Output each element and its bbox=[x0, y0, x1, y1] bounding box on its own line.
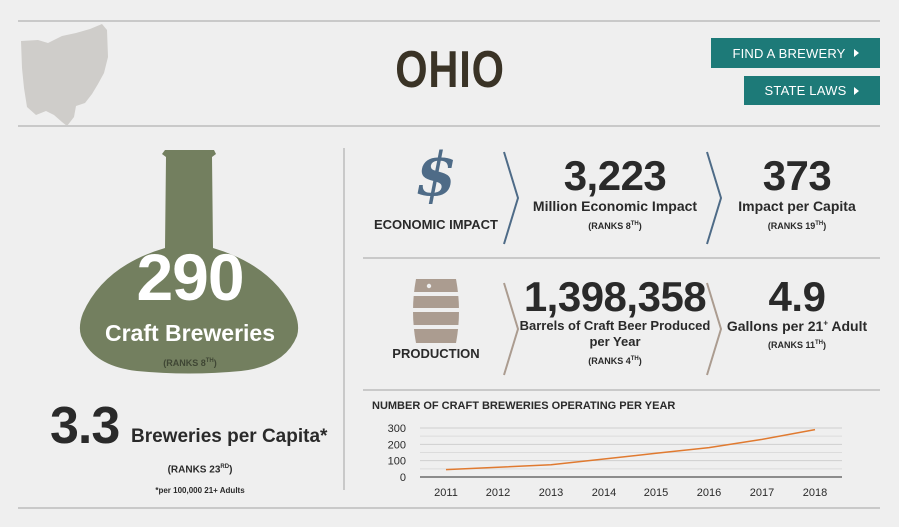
per-capita-label: Breweries per Capita* bbox=[131, 426, 328, 447]
header-rule bbox=[18, 125, 880, 127]
chevron-right-icon bbox=[503, 282, 520, 376]
barrels-value: 1,398,358 bbox=[523, 273, 707, 320]
top-rule bbox=[18, 20, 880, 22]
chart-title: NUMBER OF CRAFT BREWERIES OPERATING PER … bbox=[372, 400, 676, 412]
impact-per-capita-label: Impact per Capita bbox=[738, 198, 856, 214]
per-capita-footnote: *per 100,000 21+ Adults bbox=[155, 486, 245, 495]
brewery-rank: (RANKS 8TH) bbox=[163, 358, 217, 368]
state-name: OHIO bbox=[395, 41, 505, 99]
gallons-rank: (RANKS 11TH) bbox=[767, 340, 826, 350]
gallons-value: 4.9 bbox=[768, 273, 826, 320]
barrels-label: Barrels of Craft Beer Produced per Year bbox=[519, 318, 711, 349]
brewery-label: Craft Breweries bbox=[104, 320, 276, 346]
production-rule bbox=[363, 389, 880, 391]
chevron-right-icon bbox=[503, 151, 520, 245]
production-category: PRODUCTION bbox=[392, 346, 480, 361]
impact-per-capita-value: 373 bbox=[762, 152, 832, 199]
y-tick-label: 300 bbox=[388, 423, 406, 435]
barrels-rank: (RANKS 4TH) bbox=[588, 356, 642, 366]
impact-per-capita-rank: (RANKS 19TH) bbox=[767, 221, 827, 231]
x-tick-label: 2014 bbox=[592, 487, 616, 499]
x-tick-label: 2017 bbox=[750, 487, 774, 499]
dollar-icon: $ bbox=[415, 140, 457, 210]
bottom-rule bbox=[18, 507, 880, 509]
economic-impact-label: Million Economic Impact bbox=[532, 198, 698, 214]
state-laws-label: STATE LAWS bbox=[764, 83, 847, 98]
column-divider bbox=[343, 148, 345, 490]
economic-impact-value: 3,223 bbox=[563, 152, 667, 199]
x-tick-label: 2018 bbox=[803, 487, 827, 499]
ohio-map-icon bbox=[21, 24, 108, 126]
x-tick-label: 2015 bbox=[644, 487, 668, 499]
x-tick-label: 2013 bbox=[539, 487, 563, 499]
per-capita-value: 3.3 bbox=[50, 397, 120, 455]
x-tick-label: 2011 bbox=[434, 487, 458, 499]
y-tick-label: 0 bbox=[400, 472, 406, 484]
find-brewery-label: FIND A BREWERY bbox=[732, 45, 846, 61]
economic-impact-rank: (RANKS 8TH) bbox=[588, 221, 642, 231]
state-laws-button[interactable]: STATE LAWS bbox=[744, 76, 880, 105]
economic-rule bbox=[363, 257, 880, 259]
find-brewery-button[interactable]: FIND A BREWERY bbox=[711, 38, 880, 68]
per-capita-rank: (RANKS 23RD) bbox=[167, 464, 233, 476]
brewery-count: 290 bbox=[136, 240, 244, 314]
y-tick-label: 200 bbox=[388, 439, 406, 451]
barrel-icon bbox=[411, 279, 461, 343]
bottle-icon bbox=[79, 150, 299, 374]
series-line bbox=[445, 428, 816, 471]
gallons-label: Gallons per 21+ Adult bbox=[726, 318, 868, 334]
chevron-right-icon bbox=[853, 49, 859, 57]
economic-category: ECONOMIC IMPACT bbox=[374, 217, 498, 232]
breweries-per-year-chart: 0 100 200 300 2011 2012 2013 2014 2015 2016 2017 20… bbox=[388, 423, 842, 499]
x-tick-label: 2016 bbox=[697, 487, 721, 499]
chevron-right-icon bbox=[706, 282, 723, 376]
x-tick-label: 2012 bbox=[486, 487, 510, 499]
chevron-right-icon bbox=[706, 151, 723, 245]
y-tick-label: 100 bbox=[388, 456, 406, 468]
chevron-right-icon bbox=[854, 86, 860, 95]
